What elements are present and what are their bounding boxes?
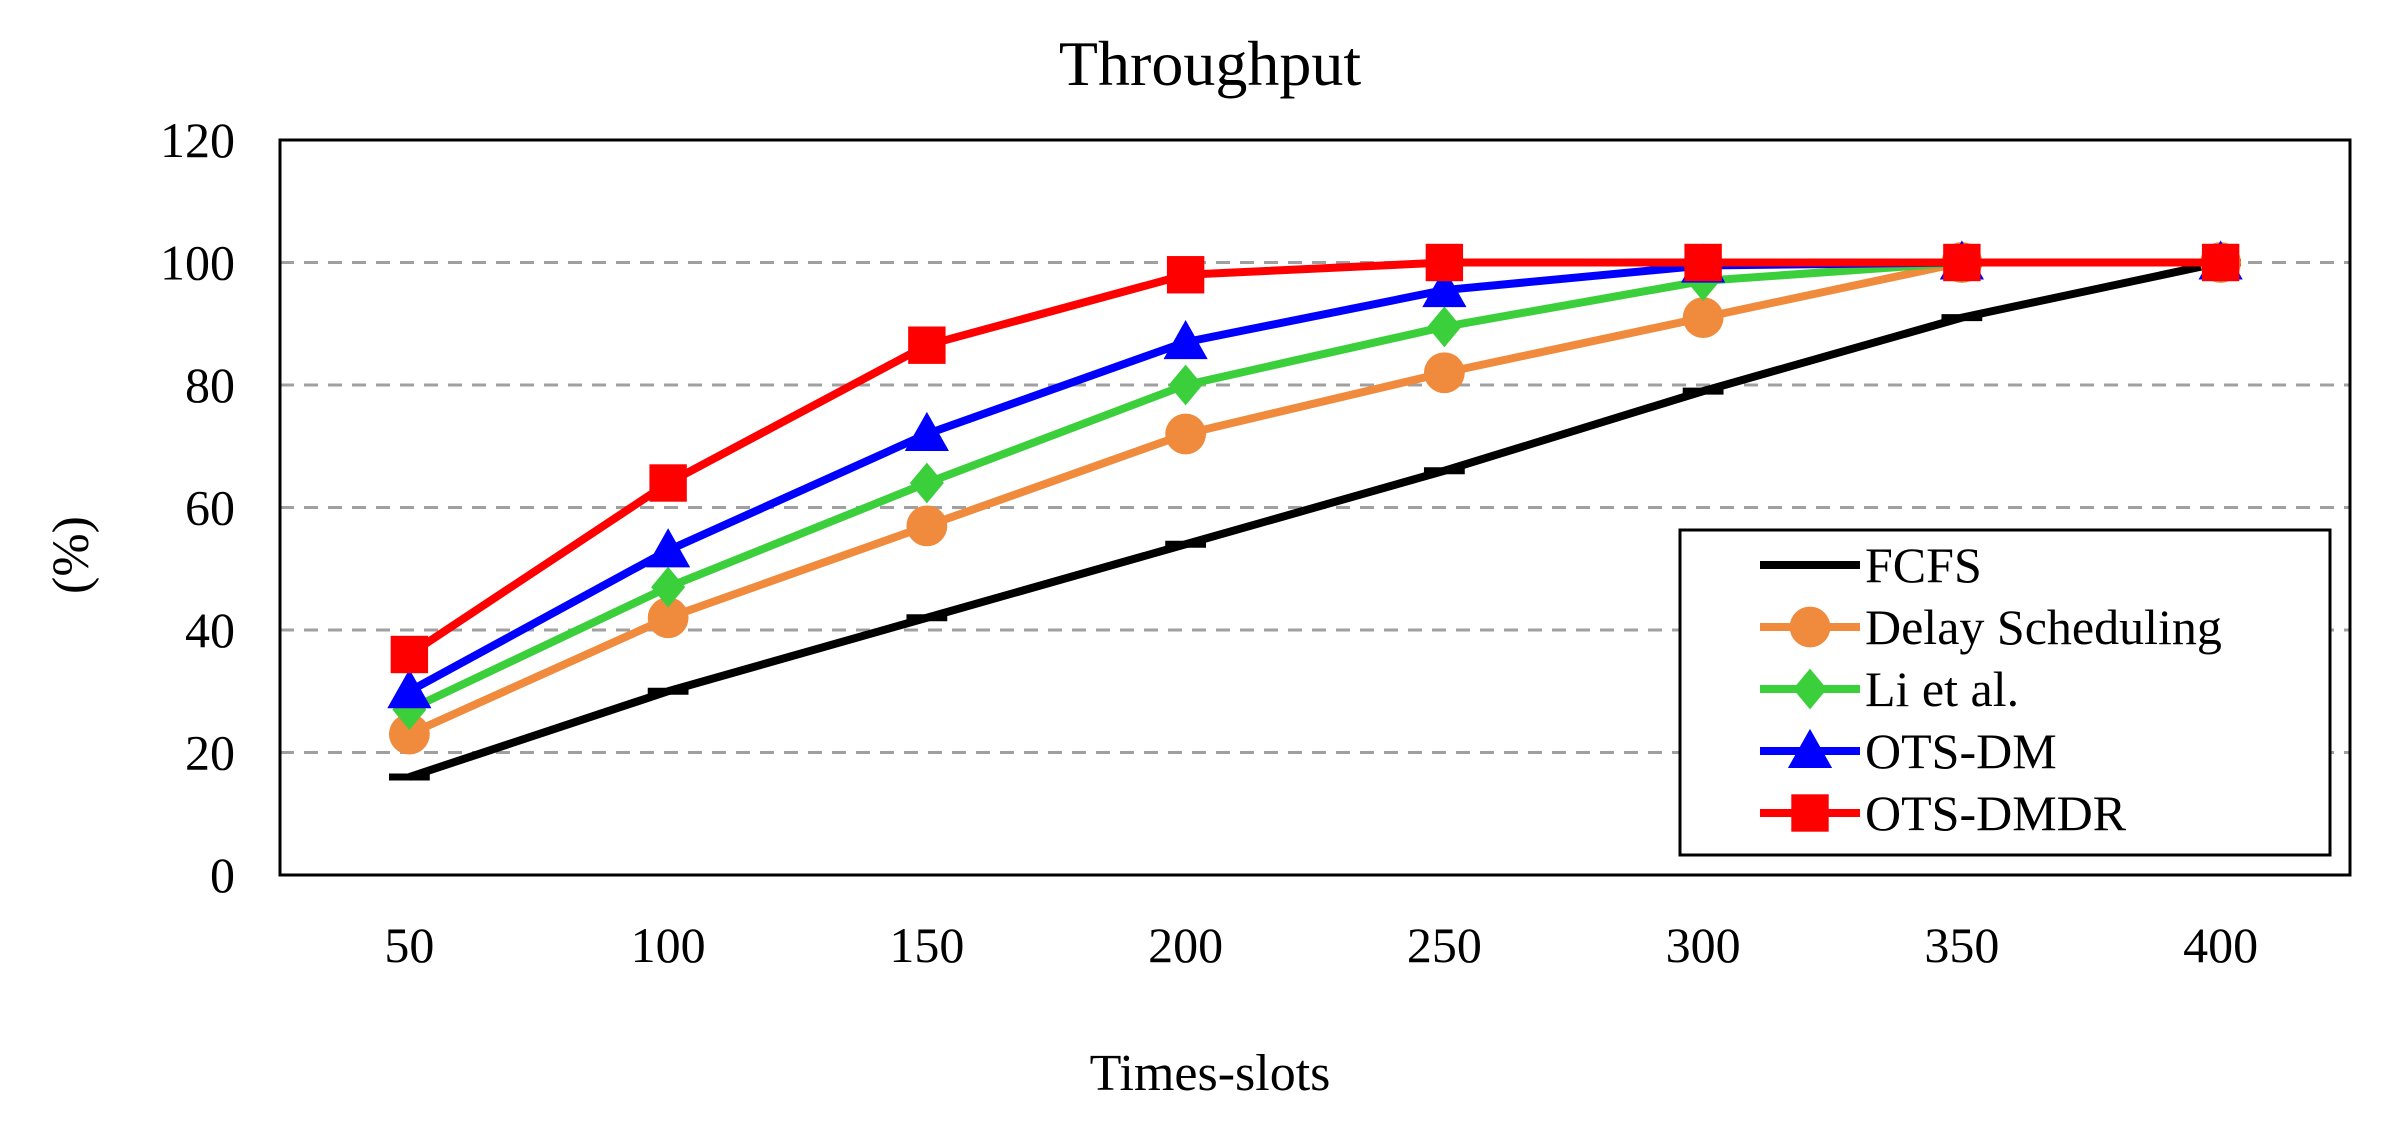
legend-item: FCFS (1760, 537, 1982, 593)
series-line (407, 258, 2221, 658)
legend: FCFS Delay Scheduling Li et al. OTS-DM OTS-D… (1678, 528, 2332, 857)
series-lines (387, 240, 2243, 781)
legend-label: FCFS (1865, 537, 1982, 593)
y-tick-label: 20 (185, 725, 235, 781)
data-point (904, 411, 949, 451)
data-point (908, 326, 946, 364)
x-axis-ticks: 50 100 150 200 250 300 350 400 (384, 917, 2258, 973)
data-point (647, 597, 689, 639)
y-tick-label: 60 (185, 480, 235, 536)
legend-item: Li et al. (1760, 661, 2019, 717)
data-point (909, 462, 944, 504)
data-point (388, 713, 430, 755)
x-axis-label: Times-slots (1090, 1045, 1331, 1102)
chart-title: Throughput (1059, 28, 1361, 99)
series-line (408, 258, 2222, 781)
legend-label: Delay Scheduling (1865, 599, 2222, 655)
data-point (1168, 364, 1203, 406)
legend-label: OTS-DM (1865, 723, 2057, 779)
data-point (1427, 306, 1462, 348)
x-tick-label: 300 (1666, 917, 1741, 973)
data-point (651, 566, 686, 608)
data-point (646, 528, 691, 568)
x-tick-label: 250 (1407, 917, 1482, 973)
data-point (906, 505, 948, 547)
series-ots-dmdr (390, 243, 2240, 674)
data-point (1166, 256, 1205, 294)
data-point (1425, 243, 1464, 282)
y-tick-label: 0 (210, 847, 235, 903)
y-tick-label: 80 (185, 357, 235, 413)
legend-label: Li et al. (1865, 661, 2019, 717)
x-tick-label: 400 (2183, 917, 2258, 973)
legend-item: OTS-DMDR (1760, 785, 2127, 841)
x-tick-label: 350 (1924, 917, 1999, 973)
y-axis-label: (%) (43, 516, 100, 594)
data-point (649, 464, 687, 502)
legend-swatch-marker (1793, 668, 1827, 710)
legend-label: OTS-DMDR (1865, 785, 2127, 841)
data-point (2201, 243, 2240, 282)
series-fcfs (388, 258, 2242, 781)
data-point (1165, 413, 1207, 455)
data-point (387, 669, 432, 709)
data-point (1682, 297, 1724, 339)
data-point (390, 635, 429, 674)
legend-swatch-marker (1787, 728, 1833, 768)
legend-item: Delay Scheduling (1760, 599, 2222, 655)
y-axis-ticks: 0 20 40 60 80 100 120 (160, 112, 235, 903)
x-tick-label: 50 (384, 917, 434, 973)
series-line (407, 258, 2221, 738)
y-tick-label: 100 (160, 235, 235, 291)
legend-swatch-marker (1789, 606, 1831, 648)
legend-item: OTS-DM (1760, 723, 2057, 779)
data-point (1163, 320, 1208, 360)
y-tick-label: 40 (185, 602, 235, 658)
y-tick-label: 120 (160, 112, 235, 168)
data-point (1684, 243, 1722, 282)
x-tick-label: 150 (889, 917, 964, 973)
data-point (1422, 267, 1467, 308)
data-point (1943, 243, 1981, 282)
plot-area-frame (278, 138, 2352, 877)
x-tick-label: 200 (1148, 917, 1223, 973)
legend-swatch-marker (1791, 794, 1829, 832)
x-tick-label: 100 (631, 917, 706, 973)
data-point (1423, 352, 1465, 394)
